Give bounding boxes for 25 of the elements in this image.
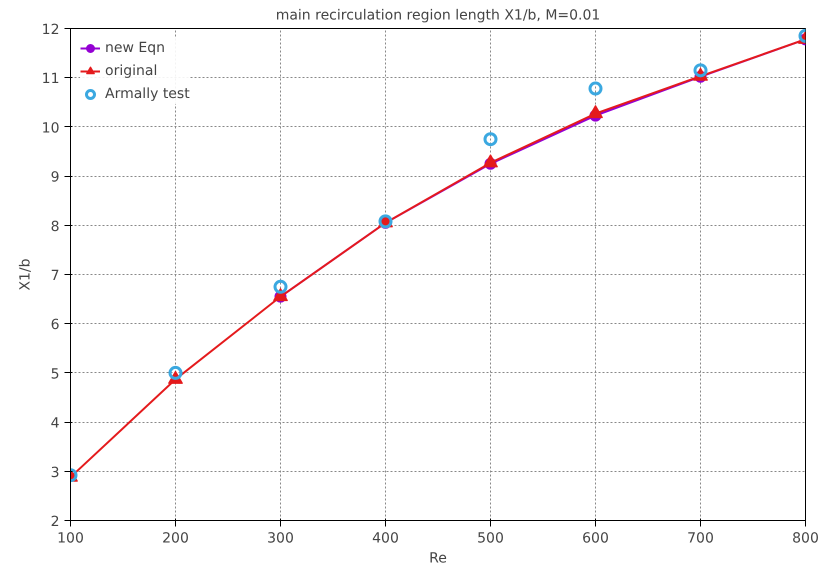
y-tick-label: 2 (50, 514, 60, 530)
x-tick-label: 400 (372, 530, 399, 546)
x-tick-label: 500 (477, 530, 504, 546)
x-tick-label: 700 (687, 530, 714, 546)
y-tick-label: 3 (50, 464, 60, 481)
legend-label: Armally test (105, 86, 190, 102)
x-tick-label: 300 (267, 530, 294, 546)
y-tick-label: 6 (50, 317, 60, 334)
x-tick-label: 200 (162, 530, 189, 546)
y-tick-label: 7 (50, 268, 60, 284)
y-tick-label: 10 (42, 120, 60, 136)
y-tick-label: 9 (50, 170, 60, 186)
x-axis-title: Re (429, 550, 447, 566)
x-tick-label: 100 (57, 530, 84, 546)
y-tick-label: 8 (50, 218, 60, 235)
x-tick-label: 800 (792, 530, 819, 546)
legend-label: original (105, 63, 158, 79)
x-tick-label: 600 (582, 530, 609, 546)
y-tick-label: 12 (42, 22, 60, 38)
y-tick-label: 5 (50, 366, 60, 382)
legend-label: new Eqn (105, 40, 165, 56)
chart-title: main recirculation region length X1/b, M=0.01 (276, 8, 600, 24)
y-axis-title: X1/b (18, 258, 34, 291)
y-tick-label: 4 (50, 416, 60, 432)
y-tick-label: 11 (42, 71, 60, 88)
